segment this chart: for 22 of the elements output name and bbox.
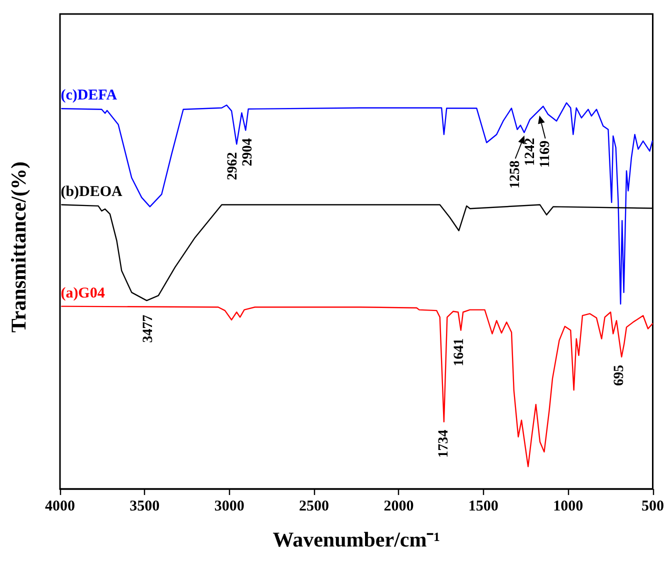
annotation: 1169 [538, 140, 553, 168]
annotation: 1734 [436, 430, 452, 458]
annotation: 2962 [226, 152, 241, 180]
x-tick-label: 2500 [299, 498, 330, 514]
x-tick-label: 1500 [468, 498, 498, 514]
annotation: 695 [612, 364, 628, 386]
x-tick-label: 500 [642, 498, 664, 514]
x-tick-label: 1000 [553, 498, 584, 514]
y-axis-title: Transmittance/(%) [6, 161, 30, 333]
annotation: 1242 [522, 138, 538, 166]
x-tick-label: 3000 [214, 498, 244, 514]
x-tick-label: 3500 [130, 498, 160, 514]
series-label: (c)DEFA [60, 88, 118, 104]
annotation: 2904 [240, 138, 256, 166]
annotation: 1641 [452, 338, 468, 366]
x-tick-label: 4000 [45, 498, 75, 514]
annotation: 3477 [141, 314, 156, 343]
annotation: 1258 [508, 160, 523, 189]
x-axis-title: Wavenumber/cm⁻¹ [272, 528, 440, 552]
series-label: (b)DEOA [60, 184, 123, 200]
x-tick-label: 2000 [384, 498, 414, 514]
series-label: (a)G04 [60, 285, 106, 302]
